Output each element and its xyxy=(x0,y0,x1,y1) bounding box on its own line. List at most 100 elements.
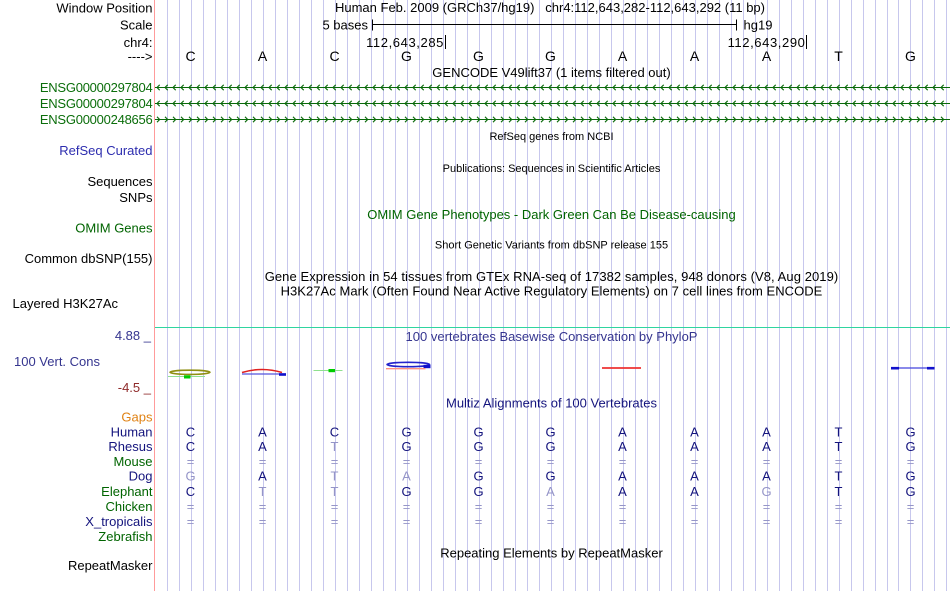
svg-text:A: A xyxy=(690,439,699,454)
svg-text:G: G xyxy=(905,469,915,484)
svg-text:=: = xyxy=(403,454,411,469)
svg-text:G: G xyxy=(545,469,555,484)
svg-text:=: = xyxy=(475,514,483,529)
svg-text:=: = xyxy=(259,514,267,529)
svg-text:A: A xyxy=(762,48,772,64)
svg-text:G: G xyxy=(473,484,483,499)
svg-text:RepeatMasker: RepeatMasker xyxy=(68,558,153,573)
svg-text:=: = xyxy=(187,499,195,514)
svg-text:=: = xyxy=(691,514,699,529)
svg-text:T: T xyxy=(835,425,843,440)
svg-text:Layered H3K27Ac: Layered H3K27Ac xyxy=(13,296,119,311)
svg-text:=: = xyxy=(403,514,411,529)
svg-text:Multiz Alignments of 100 Verte: Multiz Alignments of 100 Vertebrates xyxy=(446,396,658,411)
svg-text:A: A xyxy=(258,439,267,454)
svg-text:=: = xyxy=(259,499,267,514)
svg-text:=: = xyxy=(691,499,699,514)
svg-text:ENSG00000248656: ENSG00000248656 xyxy=(40,112,153,127)
svg-text:A: A xyxy=(762,439,771,454)
svg-text:G: G xyxy=(185,469,195,484)
svg-text:Common dbSNP(155): Common dbSNP(155) xyxy=(25,251,153,266)
svg-text:C: C xyxy=(186,439,195,454)
svg-text:=: = xyxy=(619,499,627,514)
svg-text:---->: ----> xyxy=(128,49,153,64)
svg-text:G: G xyxy=(905,425,915,440)
svg-text:=: = xyxy=(331,499,339,514)
svg-text:=: = xyxy=(187,454,195,469)
svg-text:G: G xyxy=(473,439,483,454)
svg-text:A: A xyxy=(690,469,699,484)
svg-text:112,643,285: 112,643,285 xyxy=(366,35,444,50)
svg-text:GENCODE V49lift37 (1 items fil: GENCODE V49lift37 (1 items filtered out) xyxy=(432,65,670,80)
svg-text:A: A xyxy=(402,469,411,484)
svg-text:Repeating Elements by RepeatMa: Repeating Elements by RepeatMasker xyxy=(440,545,663,560)
svg-text:=: = xyxy=(907,514,915,529)
svg-text:A: A xyxy=(762,425,771,440)
svg-text:hg19: hg19 xyxy=(744,18,773,33)
svg-text:=: = xyxy=(907,454,915,469)
svg-text:Rhesus: Rhesus xyxy=(108,439,153,454)
svg-text:H3K27Ac Mark (Often Found Near: H3K27Ac Mark (Often Found Near Active Re… xyxy=(281,284,823,299)
svg-text:A: A xyxy=(258,425,267,440)
svg-text:G: G xyxy=(473,48,484,64)
svg-text:=: = xyxy=(835,499,843,514)
svg-text:G: G xyxy=(905,439,915,454)
svg-text:-4.5 _: -4.5 _ xyxy=(118,380,152,395)
svg-text:Short Genetic Variants from db: Short Genetic Variants from dbSNP releas… xyxy=(435,240,668,252)
svg-text:=: = xyxy=(331,514,339,529)
svg-text:T: T xyxy=(835,484,843,499)
svg-text:T: T xyxy=(835,439,843,454)
svg-text:Sequences: Sequences xyxy=(87,174,153,189)
svg-text:A: A xyxy=(258,48,268,64)
svg-text:=: = xyxy=(331,454,339,469)
svg-text:Elephant: Elephant xyxy=(101,484,153,499)
svg-text:T: T xyxy=(331,484,339,499)
svg-text:G: G xyxy=(545,439,555,454)
svg-text:=: = xyxy=(835,454,843,469)
svg-text:ENSG00000297804: ENSG00000297804 xyxy=(40,96,153,111)
svg-text:OMIM Genes: OMIM Genes xyxy=(75,221,153,236)
svg-text:100 Vert. Cons: 100 Vert. Cons xyxy=(14,354,100,369)
svg-text:G: G xyxy=(905,48,916,64)
svg-text:4.88 _: 4.88 _ xyxy=(115,328,152,343)
svg-text:X_tropicalis: X_tropicalis xyxy=(85,514,153,529)
svg-text:C: C xyxy=(186,425,195,440)
svg-text:=: = xyxy=(547,514,555,529)
svg-text:G: G xyxy=(545,48,556,64)
svg-text:G: G xyxy=(401,484,411,499)
svg-text:Chicken: Chicken xyxy=(106,499,153,514)
svg-text:T: T xyxy=(835,469,843,484)
svg-text:A: A xyxy=(690,48,700,64)
svg-text:G: G xyxy=(761,484,771,499)
svg-text:G: G xyxy=(473,469,483,484)
svg-text:A: A xyxy=(618,439,627,454)
svg-text:A: A xyxy=(618,484,627,499)
svg-text:=: = xyxy=(619,454,627,469)
svg-text:=: = xyxy=(619,514,627,529)
svg-text:A: A xyxy=(690,484,699,499)
svg-text:=: = xyxy=(547,454,555,469)
svg-text:A: A xyxy=(618,48,628,64)
svg-text:Publications: Sequences in Sci: Publications: Sequences in Scientific Ar… xyxy=(443,163,661,175)
svg-text:A: A xyxy=(618,425,627,440)
svg-text:A: A xyxy=(618,469,627,484)
svg-text:chr4:: chr4: xyxy=(124,35,153,50)
svg-text:Human: Human xyxy=(111,425,153,440)
svg-text:=: = xyxy=(835,514,843,529)
svg-text:T: T xyxy=(331,469,339,484)
svg-text:=: = xyxy=(259,454,267,469)
svg-text:A: A xyxy=(258,469,267,484)
svg-text:=: = xyxy=(691,454,699,469)
svg-text:=: = xyxy=(907,499,915,514)
svg-text:G: G xyxy=(905,484,915,499)
svg-text:Human Feb. 2009 (GRCh37/hg19): Human Feb. 2009 (GRCh37/hg19) chr4:112,6… xyxy=(335,0,765,15)
svg-text:=: = xyxy=(763,499,771,514)
svg-text:Mouse: Mouse xyxy=(113,454,152,469)
svg-text:SNPs: SNPs xyxy=(119,190,153,205)
svg-text:Gaps: Gaps xyxy=(121,409,153,424)
svg-text:=: = xyxy=(475,454,483,469)
svg-text:Gene Expression in 54 tissues: Gene Expression in 54 tissues from GTEx … xyxy=(265,269,839,284)
svg-text:A: A xyxy=(762,469,771,484)
svg-text:=: = xyxy=(547,499,555,514)
svg-text:=: = xyxy=(187,514,195,529)
